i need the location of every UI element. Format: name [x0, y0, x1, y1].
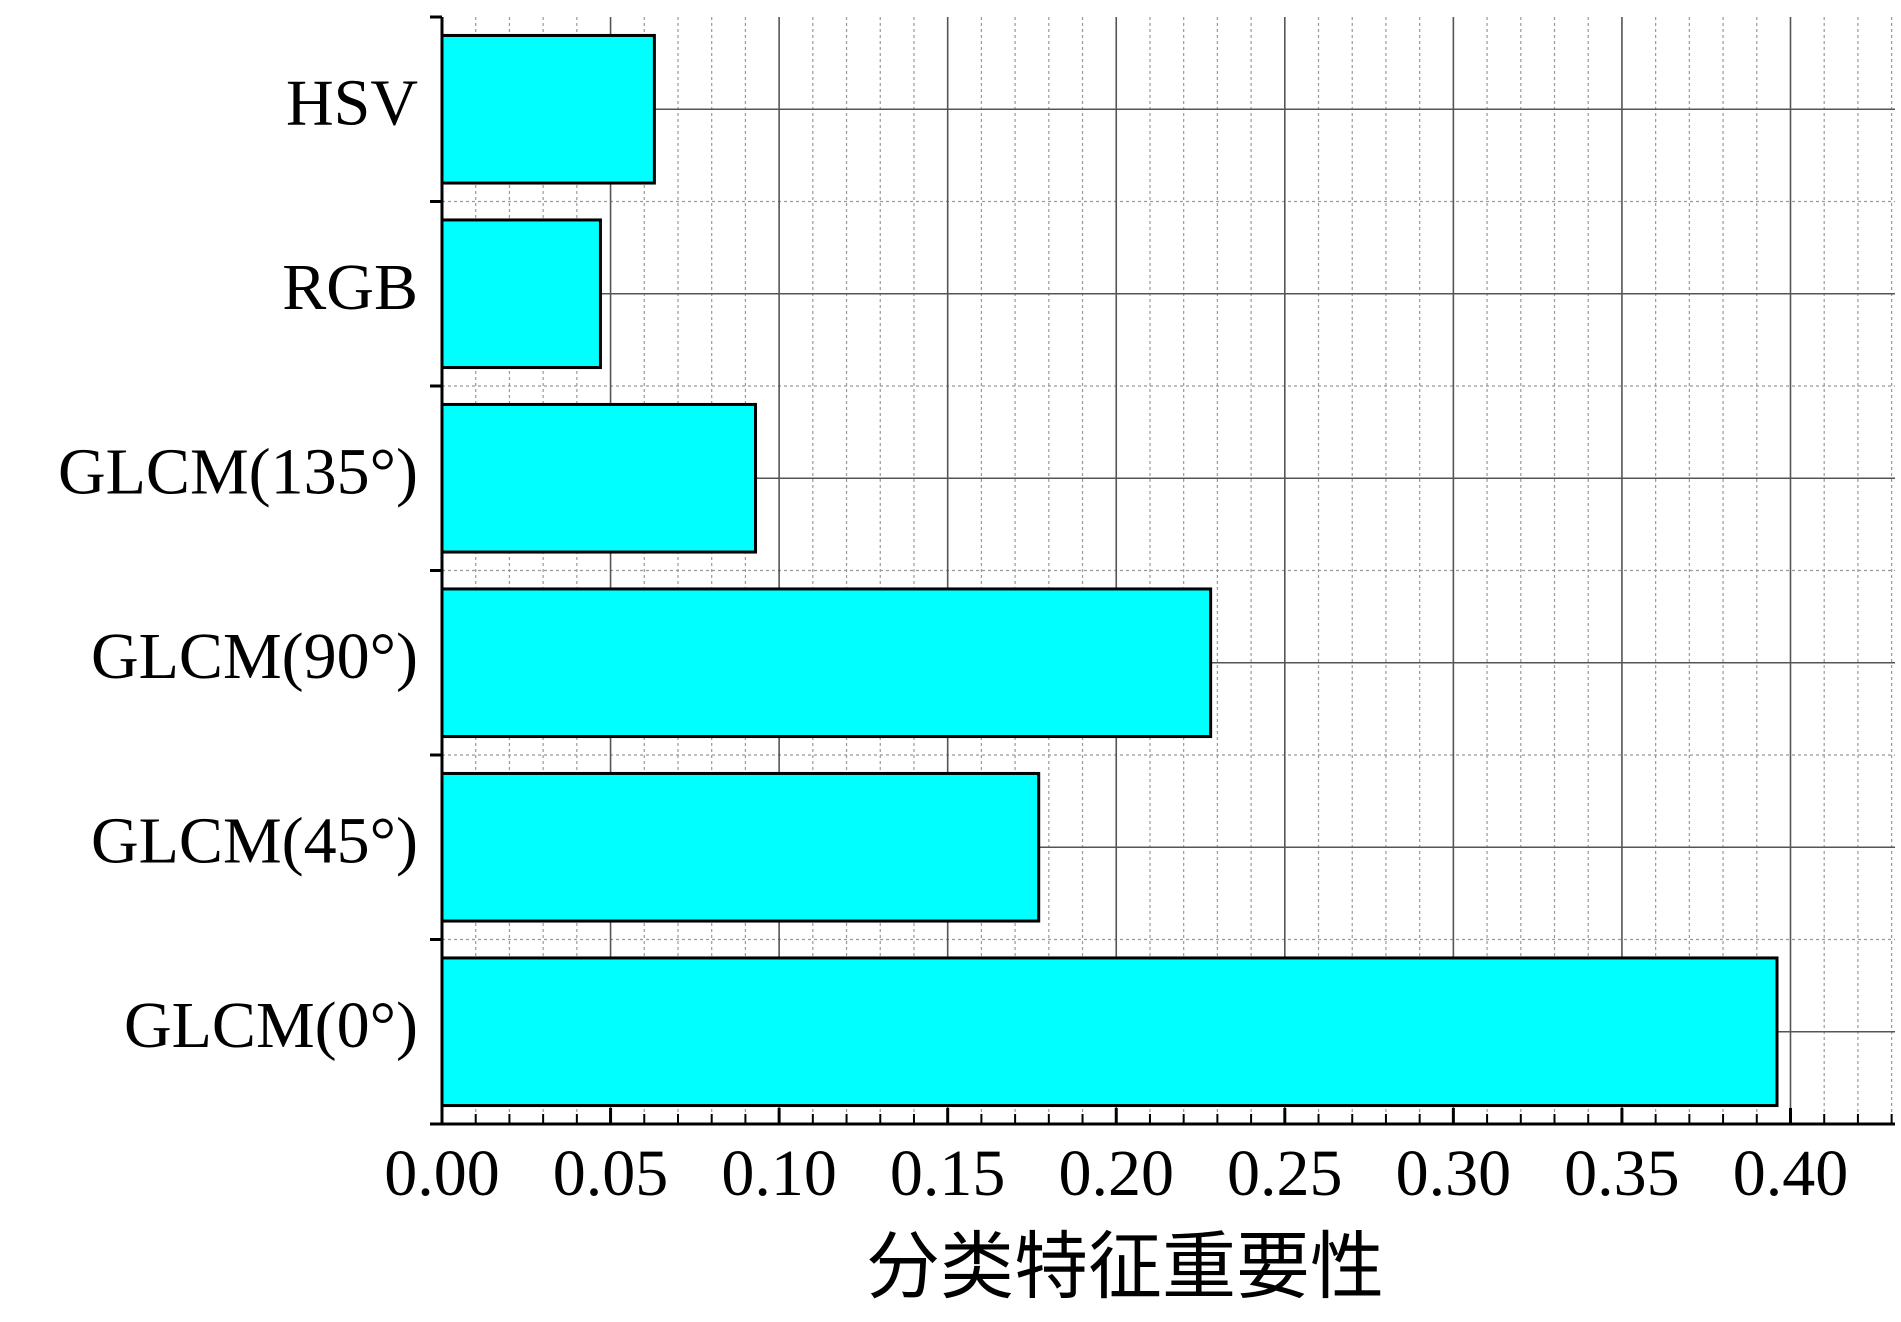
- x-tick-label: 0.35: [1564, 1137, 1680, 1210]
- x-tick-label: 0.00: [384, 1137, 500, 1210]
- bar: [440, 956, 1779, 1108]
- y-tick-label: RGB: [282, 251, 418, 324]
- y-tick-label: GLCM(0°): [124, 989, 418, 1062]
- x-tick-label: 0.40: [1733, 1137, 1849, 1210]
- x-tick-label: 0.10: [721, 1137, 837, 1210]
- bar: [440, 587, 1213, 739]
- x-tick-label: 0.15: [890, 1137, 1006, 1210]
- y-tick-label: GLCM(90°): [91, 620, 418, 693]
- y-tick-label: GLCM(135°): [58, 435, 418, 508]
- y-tick-label: HSV: [286, 66, 418, 139]
- y-tick-label: GLCM(45°): [91, 804, 418, 877]
- x-tick-label: 0.25: [1227, 1137, 1343, 1210]
- x-axis-title: 分类特征重要性: [866, 1227, 1384, 1309]
- bar: [440, 33, 656, 185]
- x-tick-label: 0.05: [553, 1137, 669, 1210]
- x-tick-label: 0.30: [1396, 1137, 1512, 1210]
- x-tick-label: 0.20: [1058, 1137, 1174, 1210]
- bar: [440, 771, 1041, 923]
- bar: [440, 218, 602, 370]
- bar: [440, 402, 758, 554]
